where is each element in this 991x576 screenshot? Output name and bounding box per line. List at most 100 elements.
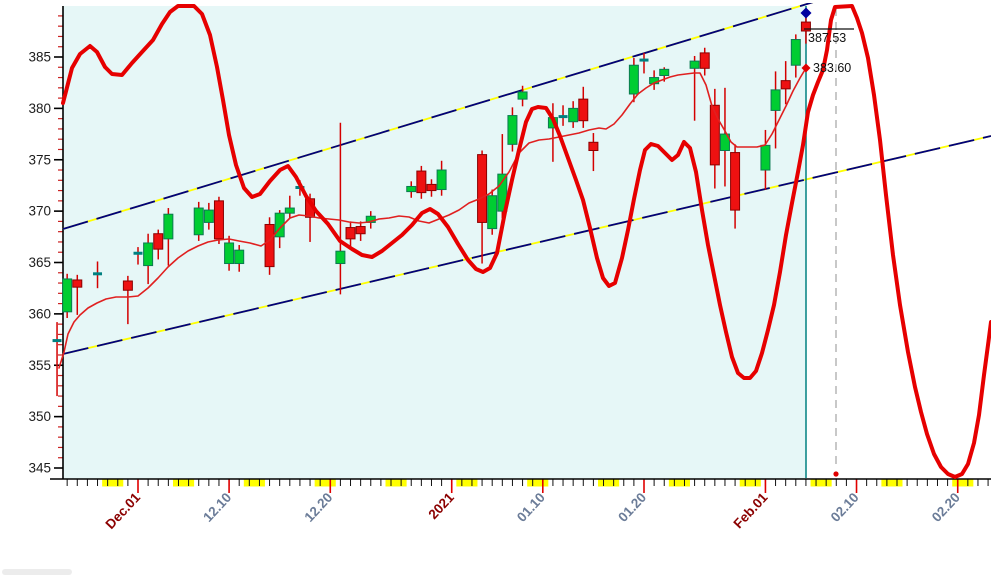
candle-body-up [689, 60, 700, 69]
candle-body-down [264, 223, 275, 268]
last-price-annotation: 387.53 [808, 31, 847, 45]
candle-body-up [406, 185, 417, 193]
candle-body-down [699, 52, 710, 69]
candle[interactable] [284, 195, 295, 219]
candle-body-down [426, 183, 437, 192]
x-axis-label: 2021 [425, 489, 457, 522]
candle[interactable] [639, 52, 649, 74]
candle[interactable] [163, 208, 174, 266]
doji-dash [639, 58, 649, 62]
x-axis-label: 01.10 [514, 490, 548, 525]
candle[interactable] [730, 144, 741, 229]
axes [50, 6, 991, 480]
x-axis-ticks [66, 479, 989, 493]
x-axis-label: 12.10 [200, 490, 234, 525]
candle[interactable] [62, 273, 73, 318]
x-axis-label: 01.20 [615, 490, 649, 525]
doji-dash [133, 251, 143, 255]
candle[interactable] [203, 202, 214, 230]
candle[interactable] [578, 86, 589, 128]
candle[interactable] [52, 322, 62, 397]
candle[interactable] [213, 196, 224, 245]
candle[interactable] [122, 275, 133, 325]
signal-blue-diamond-icon [800, 7, 812, 19]
candle[interactable] [436, 160, 447, 196]
candle-body-up [568, 107, 579, 123]
candle-body-up [790, 39, 801, 66]
candle[interactable] [264, 217, 275, 275]
candle-body-up [517, 91, 528, 100]
doji-dash [52, 339, 62, 343]
candle[interactable] [517, 85, 528, 107]
doji-dash [93, 272, 103, 276]
y-axis-label: 370 [28, 204, 51, 219]
candle[interactable] [770, 71, 781, 149]
candle-body-down [588, 141, 599, 152]
candle-body-down [72, 279, 83, 288]
candle[interactable] [93, 261, 103, 289]
candle[interactable] [335, 122, 346, 295]
candle[interactable] [558, 105, 568, 126]
candle[interactable] [790, 34, 801, 78]
candle[interactable] [588, 133, 599, 172]
y-axis-label: 365 [28, 255, 51, 270]
x-axis-label: Dec.01 [103, 489, 144, 531]
x-axis-label: Feb.01 [730, 489, 770, 531]
candle-body-down [800, 21, 811, 32]
candle[interactable] [426, 179, 437, 197]
candle[interactable] [709, 88, 720, 189]
candle[interactable] [487, 189, 498, 235]
candle-body-up [497, 173, 508, 212]
trend-channel [62, 3, 991, 355]
doji-dash [558, 115, 568, 119]
x-axis-label: 12.20 [301, 490, 335, 525]
candle-body-up [335, 250, 346, 265]
cycle-indicator-line [61, 4, 991, 479]
candle[interactable] [224, 235, 235, 271]
candle[interactable] [780, 61, 791, 105]
y-axis-label: 360 [28, 306, 51, 321]
y-axis-label: 350 [28, 409, 51, 424]
candle-body-up [143, 242, 154, 267]
future-red-dot [833, 471, 839, 477]
candle[interactable] [355, 221, 366, 241]
candle[interactable] [193, 201, 204, 241]
candle-body-down [709, 104, 720, 166]
candle-body-down [780, 80, 791, 90]
candles [52, 13, 811, 397]
x-axis-label: 02.10 [828, 490, 862, 525]
candle-body-up [193, 207, 204, 236]
candle[interactable] [497, 134, 508, 219]
candle-body-up [203, 209, 214, 223]
candle-body-up [284, 207, 295, 214]
candle[interactable] [72, 274, 83, 315]
candle-body-up [224, 242, 235, 265]
candle[interactable] [416, 165, 427, 199]
candle[interactable] [628, 58, 639, 103]
candle[interactable] [699, 47, 710, 76]
candle-body-down [122, 280, 133, 291]
candle[interactable] [568, 101, 579, 128]
candle[interactable] [143, 233, 154, 285]
horizontal-scrollbar-thumb[interactable] [2, 569, 72, 575]
y-axis-label: 385 [28, 50, 51, 65]
candle-body-up [163, 213, 174, 240]
candle-body-down [213, 200, 224, 240]
candle[interactable] [689, 55, 700, 121]
candle[interactable] [406, 181, 417, 198]
candle-body-up [760, 144, 771, 171]
candle[interactable] [153, 229, 164, 260]
candle[interactable] [719, 87, 730, 187]
candle[interactable] [477, 150, 488, 264]
candle[interactable] [345, 221, 356, 249]
candle-body-down [477, 154, 488, 223]
candle[interactable] [234, 245, 245, 272]
candle-body-up [487, 195, 498, 230]
y-axis-label: 380 [28, 101, 51, 116]
candle-body-up [719, 133, 730, 152]
candle[interactable] [507, 107, 518, 152]
candle[interactable] [133, 247, 143, 265]
moving-average-annotation: 383.60 [813, 61, 852, 75]
